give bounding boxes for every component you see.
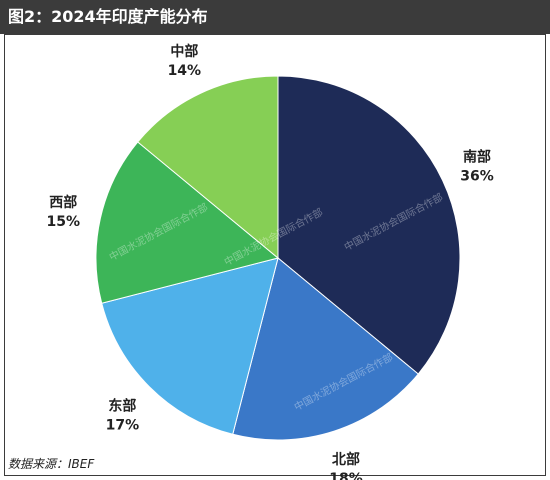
pie-slice-south xyxy=(277,75,461,375)
pie-slice-west xyxy=(95,141,280,304)
slice-value-south: 36% xyxy=(460,168,494,184)
slice-label-east: 东部 xyxy=(108,398,136,415)
pie-slice-north xyxy=(232,257,419,441)
slice-label-north: 北部 xyxy=(332,451,360,468)
chart-frame xyxy=(4,34,546,476)
slice-value-west: 15% xyxy=(47,214,81,230)
slice-value-central: 14% xyxy=(168,63,202,79)
source-note: 数据来源：IBEF xyxy=(8,457,95,471)
pie-slice-central xyxy=(137,75,279,260)
slice-value-east: 17% xyxy=(106,418,140,434)
slice-value-north: 18% xyxy=(329,471,363,480)
slice-label-central: 中部 xyxy=(170,43,198,60)
slice-label-west: 西部 xyxy=(49,194,77,211)
chart-title: 图2：2024年印度产能分布 xyxy=(0,0,550,34)
pie-slice-east xyxy=(101,257,279,435)
slice-label-south: 南部 xyxy=(463,148,491,165)
